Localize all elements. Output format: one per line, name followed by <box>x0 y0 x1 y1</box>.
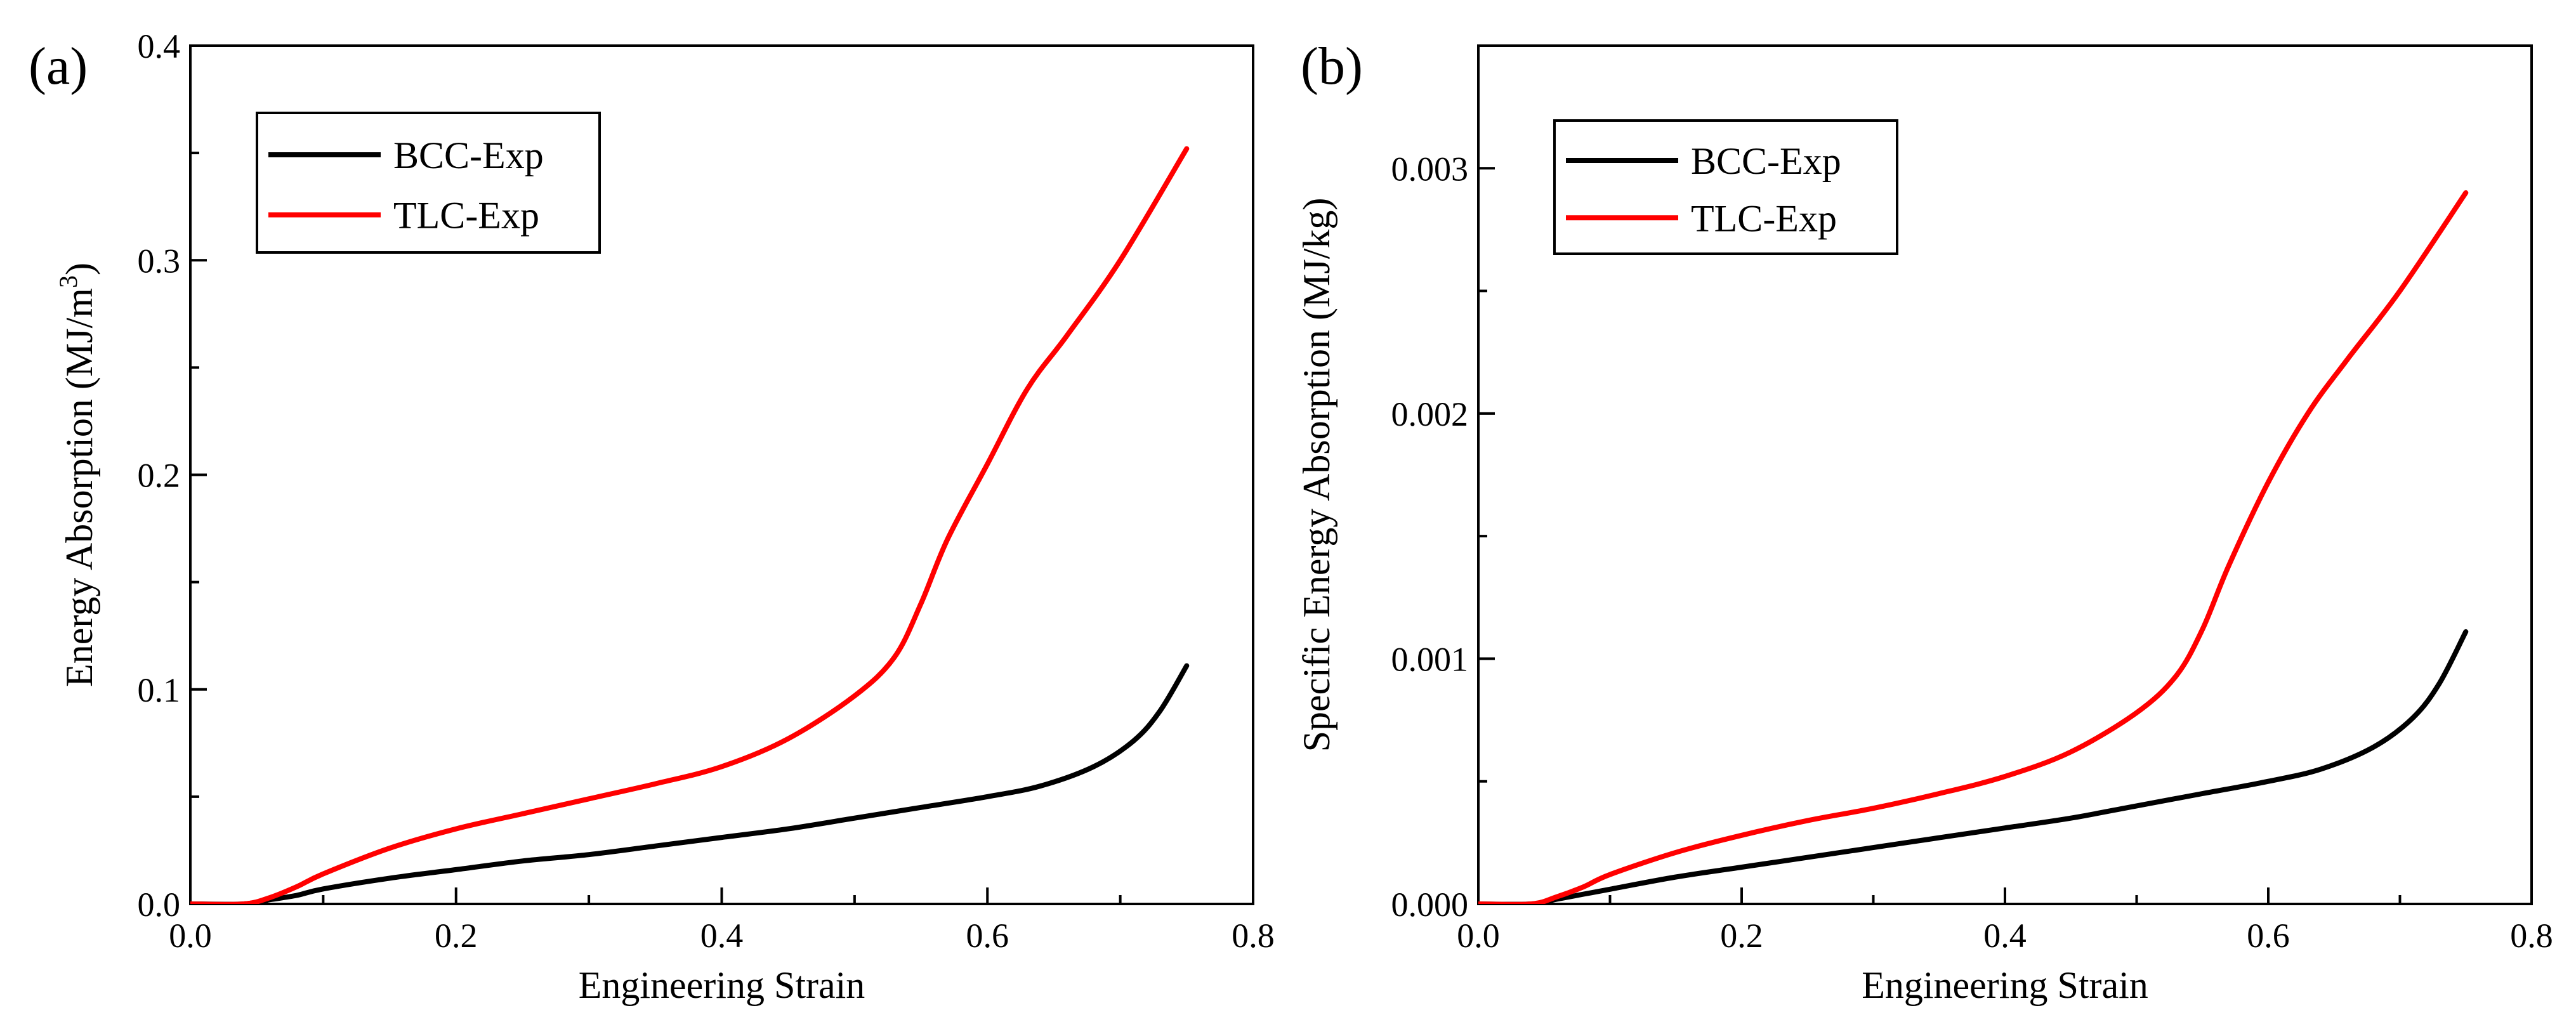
panel-a-y-tick-label: 0.0 <box>138 886 181 924</box>
panel-b-x-tick-label: 0.8 <box>2510 917 2553 955</box>
panel-b-legend-label-tlc-exp: TLC-Exp <box>1691 197 1837 239</box>
panel-a-y-axis-label: Energy Absorption (MJ/m3) <box>54 263 100 687</box>
panel-b-y-axis-label: Specific Energy Absorption (MJ/kg) <box>1296 198 1337 752</box>
panel-b-y-tick-label: 0.001 <box>1391 640 1469 678</box>
panel-a-series-line-tlc-exp <box>190 146 1190 904</box>
panel-a-x-tick-label: 0.0 <box>169 917 212 955</box>
panel-b-x-tick-label: 0.4 <box>1983 917 2027 955</box>
panel-a-x-tick-label: 0.4 <box>700 917 744 955</box>
panel-b-series-line-bcc-exp <box>1478 629 2469 904</box>
panel-a-energy-absorption-chart: (a) 0.0 0.2 0.4 0.6 0.8 0.0 0.1 0.2 0.3 0.4 Enginee… <box>29 27 1275 1006</box>
panel-b-x-axis-label: Engineering Strain <box>1862 964 2148 1006</box>
panel-b-legend-label-bcc-exp: BCC-Exp <box>1691 140 1841 182</box>
panel-a-label: (a) <box>29 37 88 96</box>
panel-a-y-tick-label: 0.1 <box>138 671 181 709</box>
panel-a-y-tick-label: 0.3 <box>138 242 181 280</box>
panel-b-y-tick-label: 0.000 <box>1391 886 1469 924</box>
panel-b-series-line-tlc-exp <box>1478 190 2469 904</box>
panel-a-series-line-bcc-exp <box>190 663 1190 904</box>
panel-a-y-tick-label: 0.4 <box>138 27 181 65</box>
panel-b-specific-energy-absorption-chart: (b) 0.0 0.2 0.4 0.6 0.8 0.000 0.001 0.002 0.003 En… <box>1296 37 2553 1006</box>
panel-b-y-tick-label: 0.003 <box>1391 150 1469 188</box>
panel-a-legend-box <box>256 112 601 254</box>
panel-a-legend-label-tlc-exp: TLC-Exp <box>393 195 539 237</box>
panel-a-x-tick-label: 0.6 <box>966 917 1009 955</box>
panel-a-legend-label-bcc-exp: BCC-Exp <box>393 134 544 176</box>
panel-a-x-tick-label: 0.8 <box>1232 917 1275 955</box>
panel-b-x-tick-label: 0.0 <box>1457 917 1500 955</box>
panel-a-x-tick-label: 0.2 <box>435 917 478 955</box>
panel-b-x-tick-label: 0.6 <box>2247 917 2290 955</box>
panel-b-label: (b) <box>1301 37 1363 96</box>
panel-a-y-tick-label: 0.2 <box>138 457 181 495</box>
panel-a-x-axis-label: Engineering Strain <box>579 964 865 1006</box>
panel-b-y-tick-label: 0.002 <box>1391 395 1469 433</box>
panel-b-legend-box <box>1553 119 1898 255</box>
panel-b-x-tick-label: 0.2 <box>1720 917 1763 955</box>
